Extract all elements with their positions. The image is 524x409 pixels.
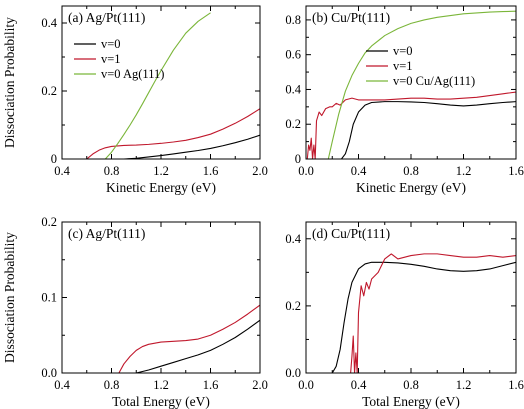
x-axis-title: Total Energy (eV) bbox=[362, 394, 460, 409]
plot-frame bbox=[305, 221, 517, 374]
y-tick-label: 0.0 bbox=[285, 366, 301, 380]
x-tick-label: 1.6 bbox=[203, 378, 219, 392]
x-tick-label: 0.4 bbox=[54, 378, 70, 392]
panel-a: 0.4 0.8 1.2 1.6 2.0 0 0.2 0.4 Kinetic Energy (eV… bbox=[2, 5, 268, 195]
y-tick-label: 0.2 bbox=[285, 117, 301, 131]
panel-d: 0.0 0.4 0.8 1.2 1.6 0.0 0.2 0.4 Total Energy (eV… bbox=[285, 221, 524, 409]
x-tick-label: 1.2 bbox=[456, 378, 472, 392]
x-tick-label: 1.6 bbox=[508, 378, 524, 392]
x-tick-label: 2.0 bbox=[252, 164, 268, 178]
x-axis-title: Kinetic Energy (eV) bbox=[356, 180, 466, 195]
series-line-1 bbox=[341, 101, 516, 159]
y-tick-label: 0.1 bbox=[41, 291, 57, 305]
series-line-1 bbox=[136, 319, 260, 373]
panel-label: (b) Cu/Pt(111) bbox=[312, 10, 390, 25]
x-tick-label: 1.2 bbox=[153, 164, 169, 178]
x-tick-label: 1.6 bbox=[508, 164, 524, 178]
panel-c: 0.4 0.8 1.2 1.6 2.0 0.0 0.1 0.2 Total Energy (eV… bbox=[2, 215, 268, 409]
legend-label-1: v=0 bbox=[393, 44, 413, 58]
x-axis-title: Total Energy (eV) bbox=[112, 394, 210, 409]
series-group bbox=[86, 12, 260, 159]
y-tick-label: 0.8 bbox=[285, 13, 301, 27]
legend-label-2: v=1 bbox=[101, 52, 121, 66]
x-tick-label: 1.6 bbox=[203, 164, 219, 178]
y-tick-label: 0.2 bbox=[285, 299, 301, 313]
series-line-2 bbox=[118, 304, 260, 373]
series-group bbox=[306, 10, 516, 159]
y-tick-label: 0.6 bbox=[285, 48, 301, 62]
legend-label-3: v=0 Cu/Ag(111) bbox=[393, 74, 475, 88]
series-line-3 bbox=[327, 10, 516, 159]
y-tick-label: 0.4 bbox=[285, 82, 301, 96]
panel-b: 0.0 0.4 0.8 1.2 1.6 0 0.2 0.4 0.6 0.8 Kinetic Ener… bbox=[285, 5, 524, 195]
series-line-1 bbox=[331, 261, 516, 373]
y-tick-label: 0.0 bbox=[41, 366, 57, 380]
y-tick-label: 0.4 bbox=[285, 232, 301, 246]
legend: v=0v=1v=0 Ag(111) bbox=[74, 37, 164, 81]
x-tick-label: 0.4 bbox=[351, 164, 367, 178]
series-group bbox=[118, 304, 260, 373]
x-tick-label: 0.8 bbox=[104, 164, 120, 178]
x-tick-label: 0.4 bbox=[351, 378, 367, 392]
legend-label-1: v=0 bbox=[101, 37, 121, 51]
series-line-3 bbox=[104, 12, 211, 159]
legend-label-3: v=0 Ag(111) bbox=[101, 67, 164, 81]
x-tick-label: 0.8 bbox=[403, 378, 419, 392]
y-tick-label: 0.2 bbox=[41, 215, 57, 229]
series-line-2 bbox=[306, 91, 516, 159]
y-axis-title: Dissociation Probability bbox=[2, 17, 17, 148]
x-tick-label: 0.4 bbox=[54, 164, 70, 178]
legend: v=0v=1v=0 Cu/Ag(111) bbox=[366, 44, 475, 88]
y-tick-label: 0.2 bbox=[41, 84, 57, 98]
series-line-2 bbox=[350, 253, 516, 373]
y-tick-label: 0 bbox=[295, 152, 301, 166]
x-axis-title: Kinetic Energy (eV) bbox=[106, 180, 216, 195]
x-tick-label: 1.2 bbox=[153, 378, 169, 392]
plot-frame bbox=[61, 221, 261, 374]
y-tick-label: 0 bbox=[51, 152, 57, 166]
series-group bbox=[331, 253, 516, 373]
panel-label: (d) Cu/Pt(111) bbox=[312, 226, 390, 241]
x-tick-label: 2.0 bbox=[252, 378, 268, 392]
panel-label: (a) Ag/Pt(111) bbox=[68, 10, 145, 25]
series-line-2 bbox=[86, 108, 260, 159]
plot-frame bbox=[61, 5, 261, 160]
series-line-1 bbox=[123, 134, 260, 159]
y-axis-title: Dissociation Probability bbox=[2, 232, 17, 363]
legend-label-2: v=1 bbox=[393, 59, 413, 73]
x-tick-label: 0.8 bbox=[403, 164, 419, 178]
x-tick-label: 0.8 bbox=[104, 378, 120, 392]
x-tick-label: 0.0 bbox=[298, 164, 314, 178]
x-tick-label: 1.2 bbox=[456, 164, 472, 178]
panel-label: (c) Ag/Pt(111) bbox=[68, 226, 145, 241]
x-tick-label: 0.0 bbox=[298, 378, 314, 392]
y-tick-label: 0.4 bbox=[41, 16, 57, 30]
